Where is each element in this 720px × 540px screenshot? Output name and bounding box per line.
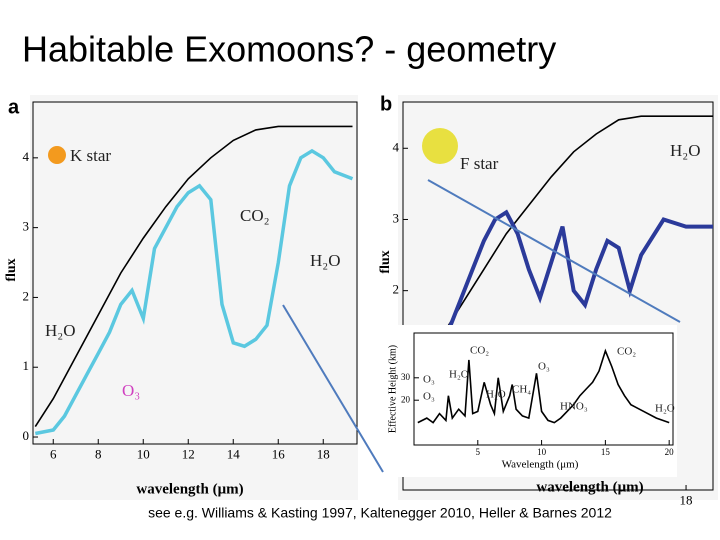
plot-frame	[413, 332, 674, 446]
k-star-icon	[48, 146, 66, 164]
y-tick-label: 3	[393, 210, 400, 225]
y-tick-label: 1	[23, 358, 30, 373]
plot-frame	[32, 101, 358, 445]
f-star-icon	[422, 128, 458, 164]
x-tick-label: 12	[182, 447, 195, 462]
annotation: O₃	[423, 391, 435, 403]
x-tick-label: 15	[601, 447, 611, 457]
annotation: H₂O	[486, 389, 506, 401]
series-line	[34, 148, 354, 436]
plot-frame	[402, 101, 714, 491]
panel-label: a	[8, 96, 20, 118]
series-line	[34, 125, 353, 428]
y-axis-label: flux	[4, 258, 19, 281]
annotation: F star	[460, 154, 499, 173]
y-tick-label: 30	[401, 372, 411, 382]
series-line	[402, 115, 713, 398]
annotation: CO₂	[240, 206, 270, 225]
y-axis-label: flux	[378, 250, 393, 273]
x-tick-label: 18	[680, 493, 693, 508]
series-line	[417, 348, 670, 424]
x-tick-label: 16	[272, 447, 286, 462]
x-tick-label: 10	[537, 447, 547, 457]
annotation: H₂O	[45, 321, 75, 340]
annotation: H₂O	[310, 251, 340, 270]
annotation: O₃	[538, 361, 550, 373]
y-tick-label: 0	[23, 428, 30, 443]
x-tick-label: 5	[476, 447, 481, 457]
x-axis-label: wavelength (μm)	[136, 481, 243, 497]
x-tick-label: 6	[50, 447, 57, 462]
annotation: K star	[70, 146, 111, 165]
annotation: H₂O	[670, 141, 700, 160]
x-tick-label: 10	[137, 447, 150, 462]
annotation: CO₂	[617, 346, 636, 358]
pointer-line	[282, 304, 384, 473]
x-tick-label: 8	[95, 447, 102, 462]
x-axis-label: Wavelength (μm)	[502, 459, 579, 471]
panel-a-bg	[30, 95, 358, 500]
y-tick-label: 4	[393, 139, 400, 154]
y-tick-label: 2	[23, 288, 30, 303]
panel-label: b	[380, 93, 392, 115]
annotation: O₃	[423, 374, 435, 386]
annotation: O₃	[122, 381, 140, 400]
annotation: H₂O	[655, 403, 675, 415]
x-axis-label: wavelength (μm)	[536, 479, 643, 495]
inset-chart: 5 10 15 20 20 30 Wavelength (μm) Effective Heig…	[387, 332, 675, 471]
y-tick-label: 2	[393, 282, 400, 297]
x-tick-label: 14	[227, 447, 241, 462]
caption: see e.g. Williams & Kasting 1997, Kalten…	[148, 505, 612, 521]
chart-b: 18 2 3 4 wavelength (μm) flux b F star H₂O	[378, 93, 714, 508]
y-tick-label: 3	[23, 219, 30, 234]
y-tick-label: 20	[401, 394, 411, 404]
series-line	[448, 209, 713, 328]
pointer-line	[427, 179, 681, 323]
x-tick-label: 18	[317, 447, 330, 462]
annotation: HNO₃	[560, 401, 588, 413]
annotation: CO₂	[470, 345, 489, 357]
x-tick-label: 20	[665, 447, 675, 457]
y-tick-label: 4	[23, 149, 30, 164]
y-axis-label: Effective Height (km)	[387, 345, 398, 433]
annotation: H₂O	[449, 369, 469, 381]
annotation: CH₄	[512, 384, 531, 396]
slide-title: Habitable Exomoons? - geometry	[22, 29, 556, 70]
